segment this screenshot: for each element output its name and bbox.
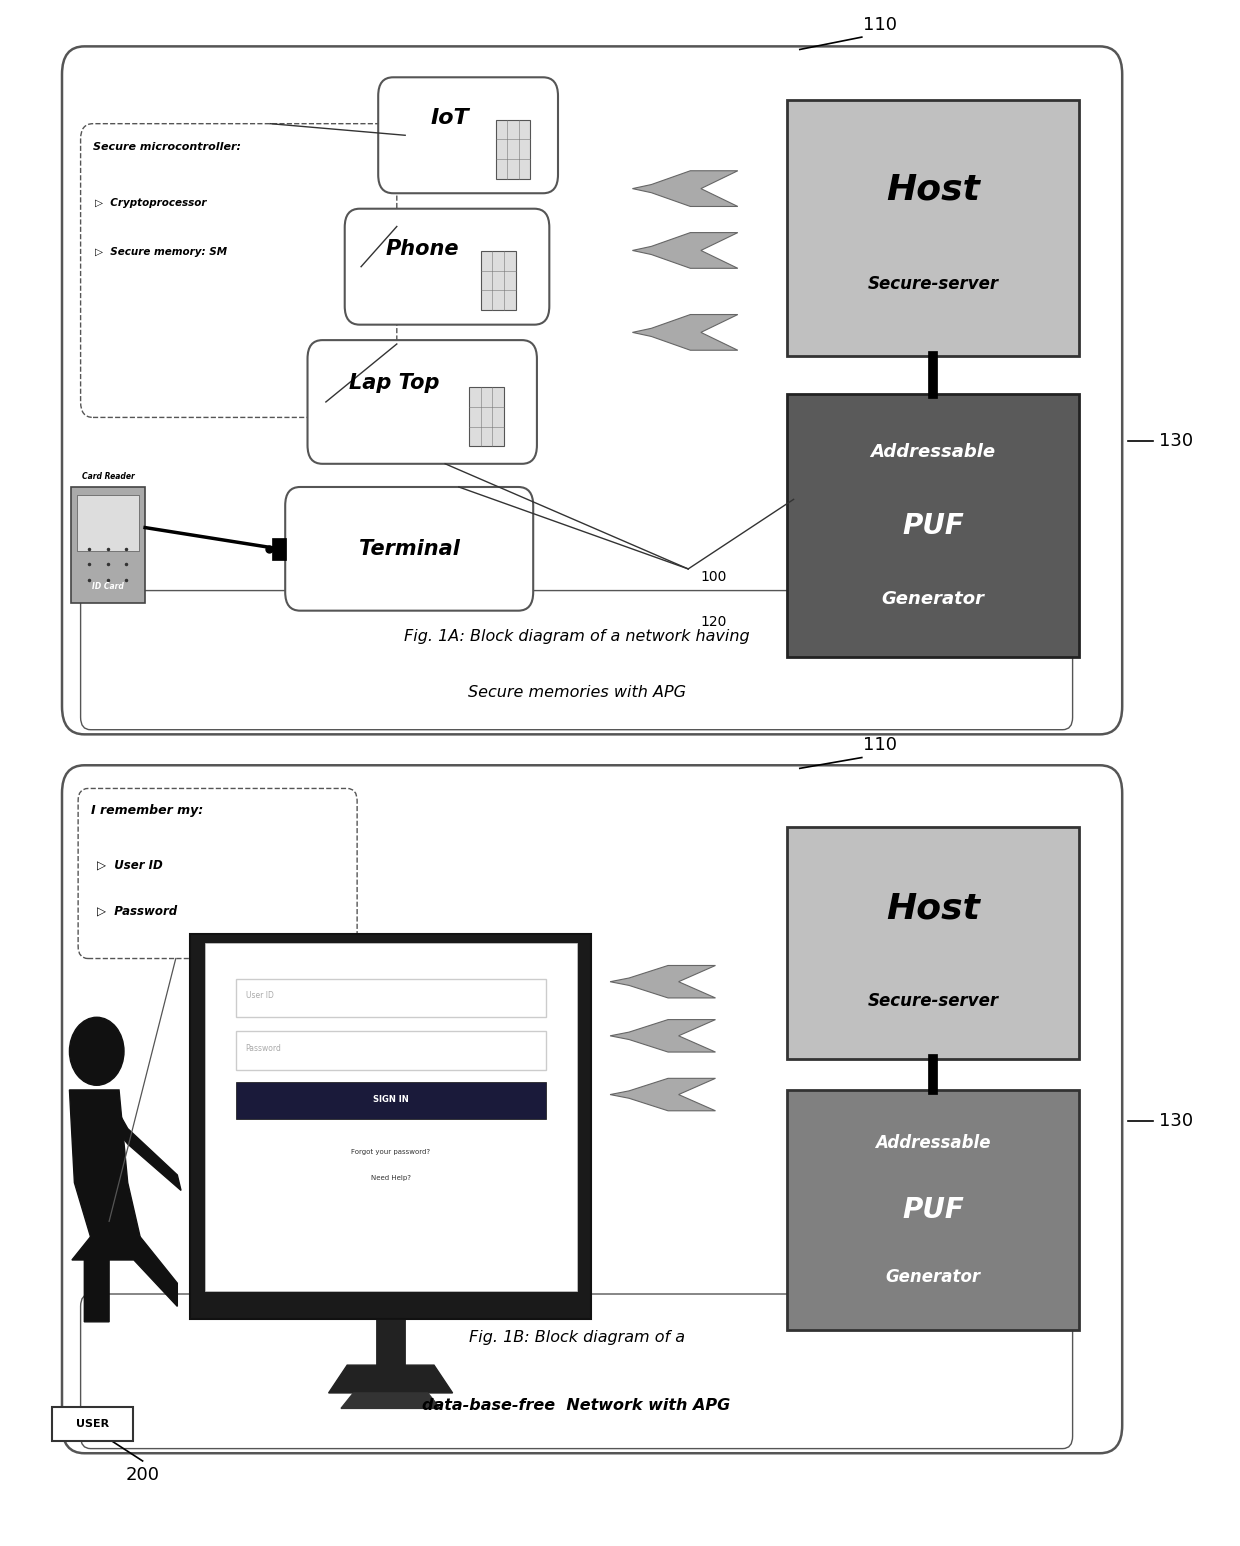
FancyBboxPatch shape (236, 979, 546, 1017)
Text: 130: 130 (1159, 431, 1194, 450)
Text: ▷  Password: ▷ Password (97, 904, 177, 917)
Text: ID Card: ID Card (92, 581, 124, 591)
Text: Secure microcontroller:: Secure microcontroller: (93, 142, 241, 152)
FancyBboxPatch shape (378, 77, 558, 193)
Text: PUF: PUF (903, 512, 963, 540)
FancyBboxPatch shape (496, 121, 531, 179)
FancyBboxPatch shape (787, 1090, 1079, 1330)
FancyBboxPatch shape (71, 487, 145, 603)
Text: Lap Top: Lap Top (350, 374, 440, 393)
FancyBboxPatch shape (345, 209, 549, 325)
Text: 110: 110 (863, 736, 898, 754)
FancyBboxPatch shape (190, 934, 591, 1319)
FancyBboxPatch shape (81, 1294, 1073, 1449)
Text: PUF: PUF (903, 1195, 963, 1224)
Text: Need Help?: Need Help? (371, 1175, 410, 1181)
FancyBboxPatch shape (62, 46, 1122, 734)
Text: Secure memories with APG: Secure memories with APG (467, 685, 686, 700)
Text: Host: Host (887, 892, 980, 925)
Text: 200: 200 (125, 1466, 160, 1484)
Polygon shape (632, 170, 738, 207)
Text: Fig. 1A: Block diagram of a network having: Fig. 1A: Block diagram of a network havi… (404, 629, 749, 645)
Text: Fig. 1B: Block diagram of a: Fig. 1B: Block diagram of a (469, 1330, 684, 1345)
Polygon shape (632, 232, 738, 269)
FancyBboxPatch shape (787, 827, 1079, 1059)
Text: Addressable: Addressable (870, 444, 996, 461)
Text: Host: Host (887, 173, 980, 207)
FancyBboxPatch shape (376, 1319, 405, 1365)
Text: IoT: IoT (430, 108, 470, 128)
Text: ▷  Cryptoprocessor: ▷ Cryptoprocessor (95, 198, 207, 207)
Circle shape (69, 1017, 124, 1085)
Text: ▷  User ID: ▷ User ID (97, 858, 162, 870)
FancyBboxPatch shape (469, 388, 503, 447)
Polygon shape (341, 1393, 440, 1408)
FancyBboxPatch shape (205, 943, 577, 1291)
Text: Card Reader: Card Reader (82, 472, 134, 481)
Polygon shape (329, 1365, 453, 1393)
Text: Generator: Generator (882, 591, 985, 608)
Polygon shape (632, 314, 738, 351)
Text: 100: 100 (701, 570, 727, 584)
Text: Secure-server: Secure-server (868, 275, 998, 294)
Text: ▷  Secure memory: SM: ▷ Secure memory: SM (95, 247, 228, 257)
Text: SIGN IN: SIGN IN (373, 1095, 408, 1104)
Text: Password: Password (246, 1044, 281, 1053)
Polygon shape (610, 1020, 715, 1051)
FancyBboxPatch shape (81, 124, 397, 417)
Text: data-base-free  Network with APG: data-base-free Network with APG (423, 1398, 730, 1413)
FancyBboxPatch shape (236, 1082, 546, 1119)
FancyBboxPatch shape (62, 765, 1122, 1453)
FancyBboxPatch shape (52, 1407, 133, 1441)
Text: Addressable: Addressable (875, 1133, 991, 1152)
Text: User ID: User ID (246, 991, 273, 1000)
Polygon shape (610, 1079, 715, 1110)
Text: Secure-server: Secure-server (868, 993, 998, 1010)
Text: Generator: Generator (885, 1268, 981, 1286)
Text: USER: USER (77, 1419, 109, 1429)
Text: Forgot your password?: Forgot your password? (351, 1149, 430, 1155)
Text: 120: 120 (701, 615, 727, 629)
Polygon shape (115, 1113, 181, 1190)
FancyBboxPatch shape (236, 1031, 546, 1070)
Text: 110: 110 (863, 15, 898, 34)
Polygon shape (610, 965, 715, 999)
Polygon shape (72, 1237, 177, 1322)
FancyBboxPatch shape (272, 538, 286, 560)
FancyBboxPatch shape (481, 250, 516, 309)
FancyBboxPatch shape (78, 788, 357, 959)
FancyBboxPatch shape (308, 340, 537, 464)
FancyBboxPatch shape (285, 487, 533, 611)
Text: 130: 130 (1159, 1112, 1194, 1130)
FancyBboxPatch shape (77, 495, 139, 550)
Text: Phone: Phone (386, 240, 459, 260)
FancyBboxPatch shape (81, 591, 1073, 730)
Text: I remember my:: I remember my: (91, 804, 203, 816)
Text: Terminal: Terminal (358, 540, 460, 558)
FancyBboxPatch shape (787, 100, 1079, 356)
Polygon shape (69, 1090, 140, 1237)
FancyBboxPatch shape (787, 394, 1079, 657)
